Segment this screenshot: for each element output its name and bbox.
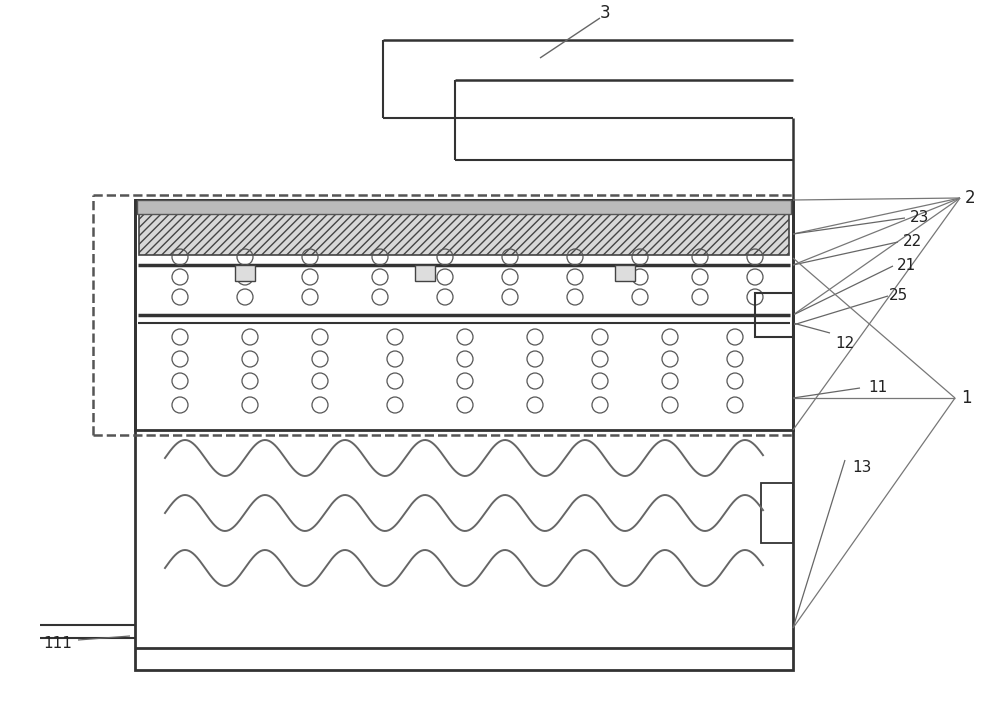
Bar [139, 213, 789, 255]
Text: 2: 2 [965, 189, 975, 207]
Text: 23: 23 [910, 210, 930, 226]
Text: 13: 13 [852, 460, 872, 476]
Text: 3: 3 [600, 4, 610, 22]
Text: 21: 21 [896, 258, 916, 273]
Bar [615, 265, 635, 281]
Bar [761, 483, 793, 543]
Text: 22: 22 [902, 234, 922, 249]
Bar [235, 265, 255, 281]
Bar [755, 293, 793, 337]
Text: 24: 24 [560, 208, 580, 224]
Bar [137, 200, 791, 214]
Text: 111: 111 [44, 636, 72, 651]
Bar [415, 265, 435, 281]
Text: 12: 12 [835, 336, 855, 350]
Bar [135, 200, 793, 430]
Text: 24: 24 [250, 208, 270, 224]
Text: 25: 25 [888, 288, 908, 304]
Bar [135, 200, 793, 670]
Text: 11: 11 [868, 380, 888, 396]
Text: 1: 1 [961, 389, 971, 407]
